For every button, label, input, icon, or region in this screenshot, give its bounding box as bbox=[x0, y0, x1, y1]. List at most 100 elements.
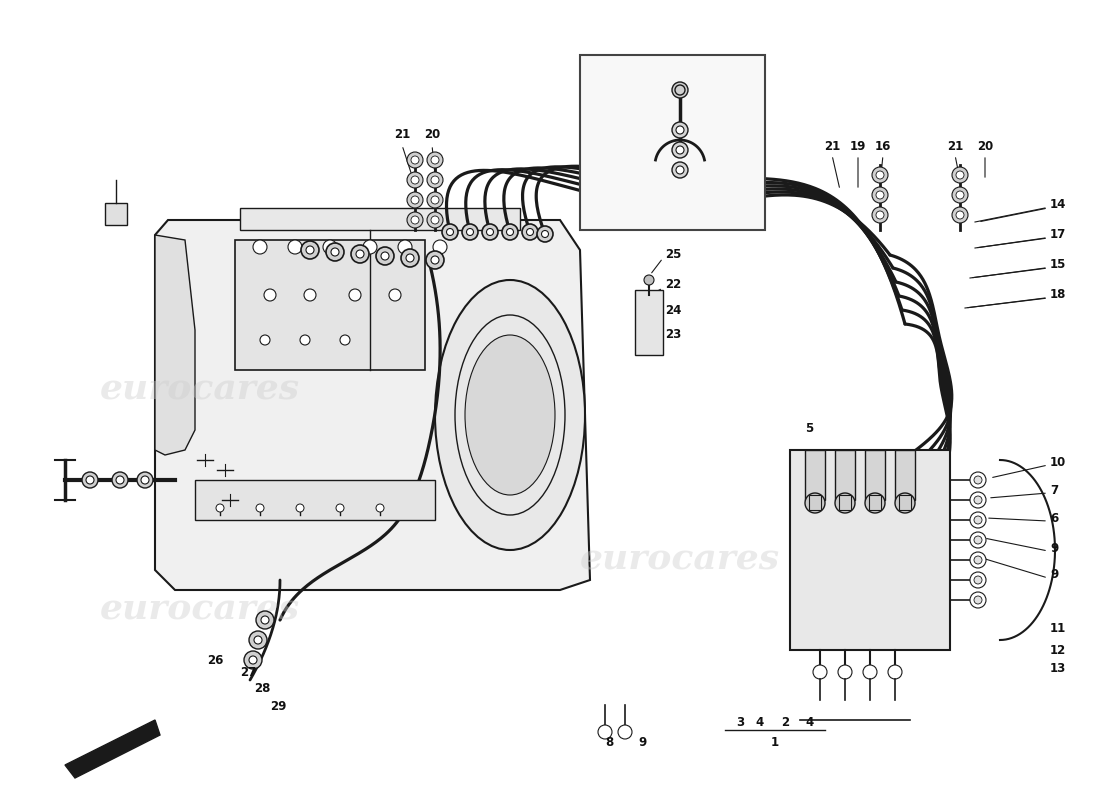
Circle shape bbox=[598, 725, 612, 739]
Text: 21: 21 bbox=[394, 129, 410, 142]
Circle shape bbox=[427, 152, 443, 168]
Circle shape bbox=[427, 212, 443, 228]
Text: 16: 16 bbox=[874, 141, 891, 154]
Circle shape bbox=[974, 576, 982, 584]
Text: 25: 25 bbox=[666, 249, 681, 262]
Circle shape bbox=[956, 211, 964, 219]
Circle shape bbox=[411, 196, 419, 204]
Circle shape bbox=[952, 187, 968, 203]
Circle shape bbox=[244, 651, 262, 669]
Circle shape bbox=[813, 665, 827, 679]
Circle shape bbox=[301, 241, 319, 259]
Circle shape bbox=[411, 176, 419, 184]
Text: 4: 4 bbox=[756, 715, 764, 729]
Circle shape bbox=[876, 171, 884, 179]
Circle shape bbox=[676, 146, 684, 154]
Text: 2: 2 bbox=[781, 715, 789, 729]
Text: 9: 9 bbox=[1050, 542, 1058, 554]
Text: 1: 1 bbox=[771, 735, 779, 749]
Bar bbox=[808, 495, 821, 510]
Bar bbox=[635, 290, 663, 355]
Circle shape bbox=[376, 504, 384, 512]
Circle shape bbox=[970, 532, 986, 548]
Circle shape bbox=[427, 172, 443, 188]
Circle shape bbox=[672, 142, 688, 158]
Bar bbox=[839, 495, 851, 510]
Circle shape bbox=[970, 572, 986, 588]
Circle shape bbox=[431, 176, 439, 184]
Text: 28: 28 bbox=[254, 682, 271, 694]
Text: 9: 9 bbox=[1050, 569, 1058, 582]
Circle shape bbox=[502, 224, 518, 240]
Circle shape bbox=[349, 289, 361, 301]
Circle shape bbox=[304, 289, 316, 301]
Text: 8: 8 bbox=[605, 735, 614, 749]
Circle shape bbox=[970, 512, 986, 528]
Bar bbox=[835, 450, 855, 500]
Circle shape bbox=[389, 289, 402, 301]
Circle shape bbox=[406, 254, 414, 262]
Bar bbox=[240, 208, 520, 230]
Circle shape bbox=[431, 156, 439, 164]
Circle shape bbox=[264, 289, 276, 301]
Circle shape bbox=[974, 516, 982, 524]
Circle shape bbox=[974, 556, 982, 564]
Text: 10: 10 bbox=[1050, 455, 1066, 469]
Text: 21: 21 bbox=[824, 141, 840, 154]
Bar bbox=[869, 495, 881, 510]
Circle shape bbox=[331, 248, 339, 256]
Circle shape bbox=[138, 472, 153, 488]
Circle shape bbox=[447, 229, 453, 235]
Circle shape bbox=[442, 224, 458, 240]
Circle shape bbox=[541, 230, 549, 238]
Circle shape bbox=[431, 196, 439, 204]
Circle shape bbox=[356, 250, 364, 258]
Circle shape bbox=[644, 275, 654, 285]
Circle shape bbox=[433, 240, 447, 254]
Circle shape bbox=[872, 207, 888, 223]
Circle shape bbox=[260, 335, 270, 345]
Text: eurocares: eurocares bbox=[100, 593, 300, 627]
Bar bbox=[899, 495, 911, 510]
Text: 15: 15 bbox=[1050, 258, 1066, 271]
Text: 27: 27 bbox=[240, 666, 256, 678]
Circle shape bbox=[974, 536, 982, 544]
Circle shape bbox=[116, 476, 124, 484]
Bar bbox=[104, 203, 126, 225]
Circle shape bbox=[402, 249, 419, 267]
Circle shape bbox=[872, 167, 888, 183]
Circle shape bbox=[486, 229, 494, 235]
Circle shape bbox=[872, 187, 888, 203]
Polygon shape bbox=[155, 220, 590, 590]
Text: 13: 13 bbox=[1050, 662, 1066, 674]
Text: 21: 21 bbox=[947, 141, 964, 154]
Circle shape bbox=[323, 240, 337, 254]
Ellipse shape bbox=[465, 335, 556, 495]
Text: 18: 18 bbox=[1050, 289, 1066, 302]
Circle shape bbox=[411, 216, 419, 224]
Text: 12: 12 bbox=[1050, 643, 1066, 657]
Circle shape bbox=[970, 592, 986, 608]
Circle shape bbox=[618, 725, 632, 739]
Circle shape bbox=[888, 665, 902, 679]
Text: 29: 29 bbox=[270, 699, 286, 713]
Circle shape bbox=[381, 252, 389, 260]
Circle shape bbox=[407, 212, 424, 228]
Circle shape bbox=[974, 496, 982, 504]
Text: 20: 20 bbox=[977, 141, 993, 154]
Circle shape bbox=[672, 122, 688, 138]
Circle shape bbox=[956, 191, 964, 199]
Text: 24: 24 bbox=[666, 303, 681, 317]
Circle shape bbox=[216, 504, 224, 512]
Circle shape bbox=[363, 240, 377, 254]
Circle shape bbox=[407, 192, 424, 208]
Circle shape bbox=[407, 152, 424, 168]
Text: 4: 4 bbox=[806, 715, 814, 729]
Circle shape bbox=[254, 636, 262, 644]
Circle shape bbox=[970, 492, 986, 508]
Circle shape bbox=[288, 240, 302, 254]
Circle shape bbox=[112, 472, 128, 488]
Circle shape bbox=[895, 493, 915, 513]
Circle shape bbox=[672, 162, 688, 178]
Circle shape bbox=[537, 226, 553, 242]
